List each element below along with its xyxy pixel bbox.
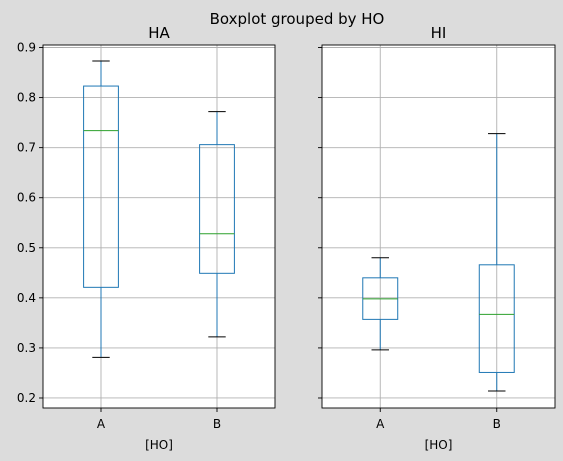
panel0-xtick-label-1: B xyxy=(213,417,221,431)
figure-title: Boxplot grouped by HO xyxy=(210,10,385,28)
panel-hi: A B HI [HO] xyxy=(318,24,555,452)
panel0-axes-face xyxy=(43,45,275,408)
panel0-ytick-label-2: 0.4 xyxy=(17,291,36,305)
panel0-xlabel: [HO] xyxy=(145,438,173,452)
panel0-title: HA xyxy=(148,24,170,42)
panel0-ytick-label-4: 0.6 xyxy=(17,191,36,205)
panel1-xtick-label-1: B xyxy=(493,417,501,431)
panel0-ytick-label-3: 0.5 xyxy=(17,241,36,255)
panel-ha: 0.2 0.3 0.4 0.5 0.6 0.7 0.8 0.9 A B HA [HO] xyxy=(17,24,275,452)
panel1-axes-face xyxy=(322,45,555,408)
panel0-ytick-label-5: 0.7 xyxy=(17,141,36,155)
panel1-title: HI xyxy=(431,24,447,42)
panel1-xlabel: [HO] xyxy=(425,438,453,452)
panel0-ytick-label-6: 0.8 xyxy=(17,91,36,105)
panel0-ytick-label-7: 0.9 xyxy=(17,41,36,55)
panel0-ytick-label-0: 0.2 xyxy=(17,391,36,405)
panel0-ytick-label-1: 0.3 xyxy=(17,341,36,355)
panel1-xtick-label-0: A xyxy=(376,417,385,431)
panel0-xtick-label-0: A xyxy=(97,417,106,431)
